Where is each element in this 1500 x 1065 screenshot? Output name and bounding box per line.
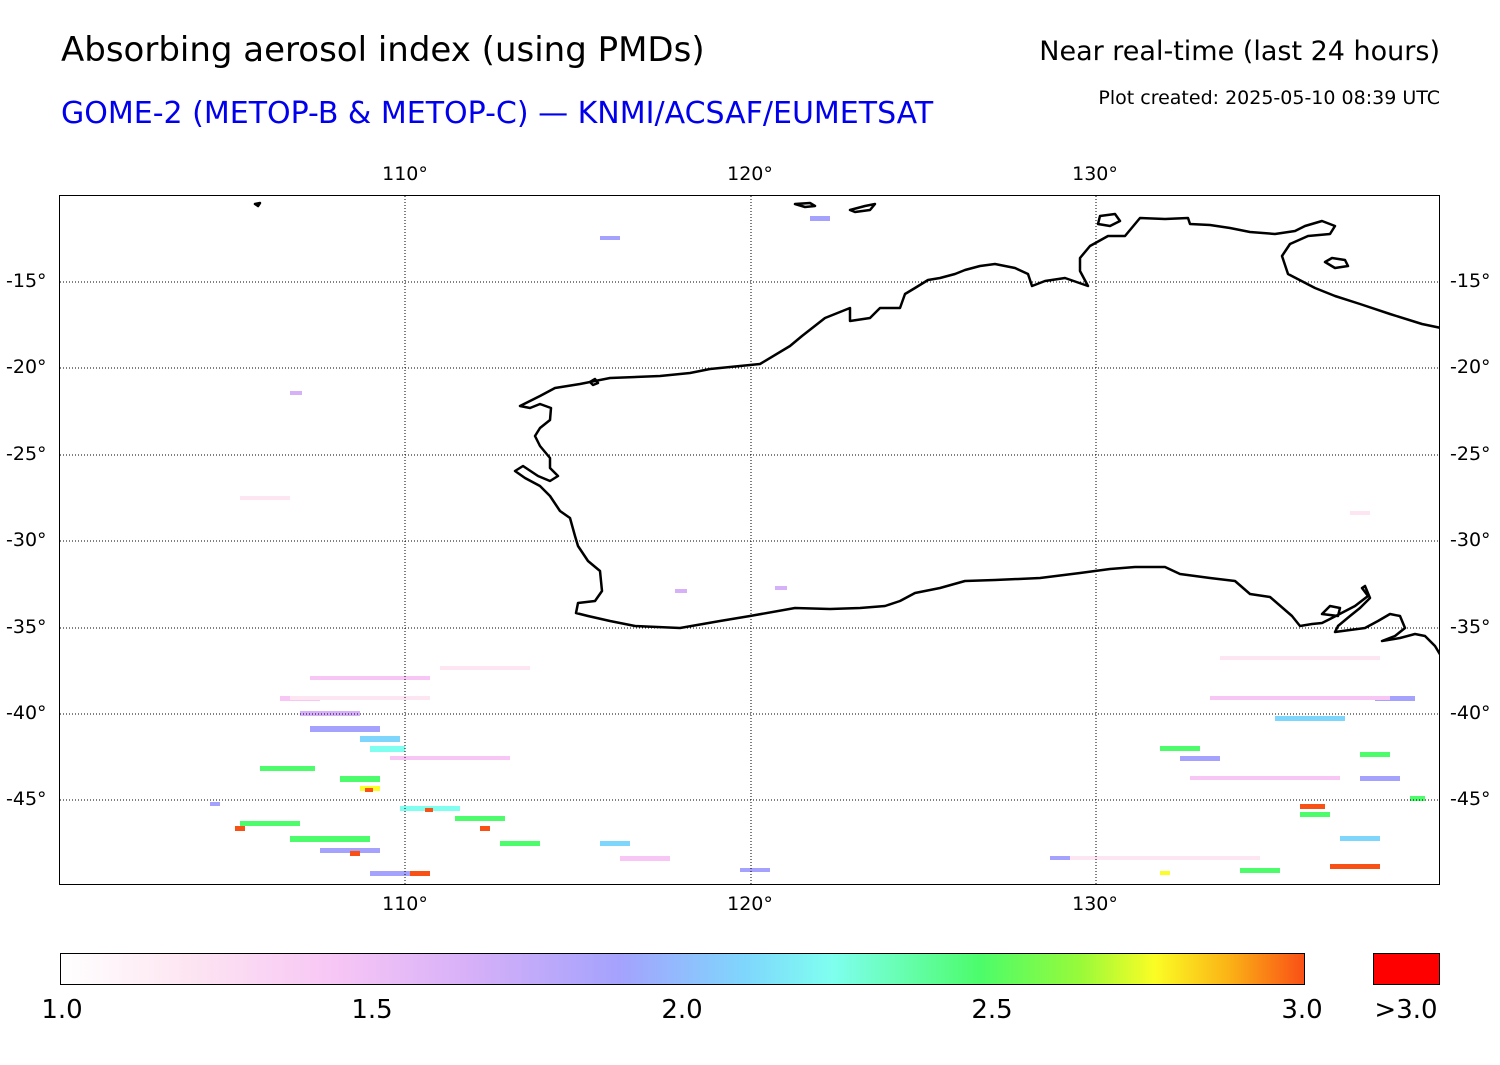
australia-coastline xyxy=(253,201,1439,656)
lon-label-top-110: 110° xyxy=(382,163,428,185)
lat-label-left-40: -40° xyxy=(6,702,47,724)
colorbar-over-box xyxy=(1373,953,1440,985)
lat-label-left-15: -15° xyxy=(6,270,47,292)
lon-label-top-130: 130° xyxy=(1072,163,1118,185)
lat-label-right-35: -35° xyxy=(1450,616,1491,638)
lon-label-bottom-120: 120° xyxy=(727,893,773,915)
colorbar-tick-2-5: 2.5 xyxy=(971,995,1013,1025)
lat-label-left-45: -45° xyxy=(6,788,47,810)
lat-label-right-25: -25° xyxy=(1450,443,1491,465)
aerosol-pixels xyxy=(210,216,1425,876)
colorbar-tick-2-0: 2.0 xyxy=(661,995,703,1025)
lon-label-top-120: 120° xyxy=(727,163,773,185)
plot-created-label: Plot created: 2025-05-10 08:39 UTC xyxy=(1098,87,1440,109)
lat-label-left-20: -20° xyxy=(6,356,47,378)
colorbar-tick-1-0: 1.0 xyxy=(41,995,83,1025)
lat-label-right-45: -45° xyxy=(1450,788,1491,810)
colorbar xyxy=(60,953,1305,985)
time-period-label: Near real-time (last 24 hours) xyxy=(1039,36,1440,67)
colorbar-over-label: >3.0 xyxy=(1374,995,1438,1025)
map-frame[interactable] xyxy=(59,195,1440,885)
lat-label-right-20: -20° xyxy=(1450,356,1491,378)
map-title: Absorbing aerosol index (using PMDs) xyxy=(61,30,705,70)
colorbar-tick-1-5: 1.5 xyxy=(351,995,393,1025)
lat-label-left-35: -35° xyxy=(6,616,47,638)
lon-label-bottom-110: 110° xyxy=(382,893,428,915)
graticule xyxy=(60,196,1439,884)
colorbar-tick-3-0: 3.0 xyxy=(1281,995,1323,1025)
lat-label-right-40: -40° xyxy=(1450,702,1491,724)
lat-label-left-25: -25° xyxy=(6,443,47,465)
lat-label-left-30: -30° xyxy=(6,529,47,551)
map-subtitle: GOME-2 (METOP-B & METOP-C) — KNMI/ACSAF/… xyxy=(61,96,934,131)
lat-label-right-30: -30° xyxy=(1450,529,1491,551)
lon-label-bottom-130: 130° xyxy=(1072,893,1118,915)
lat-label-right-15: -15° xyxy=(1450,270,1491,292)
